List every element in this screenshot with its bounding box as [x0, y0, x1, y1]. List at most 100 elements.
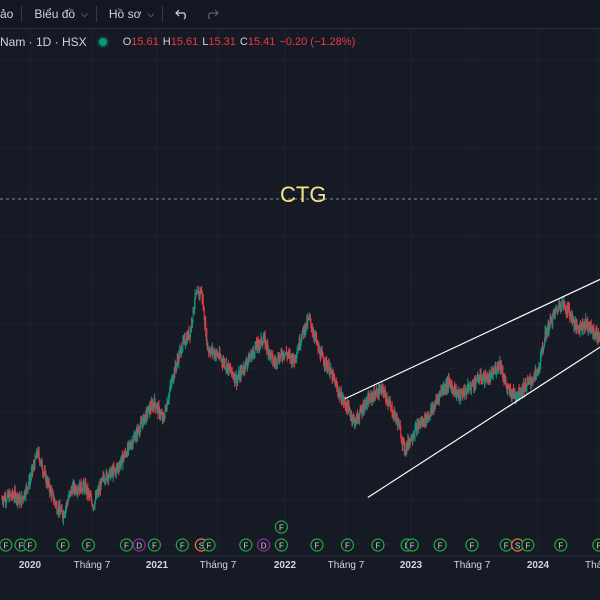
event-badge-f[interactable]: F: [310, 538, 324, 552]
event-badge-f[interactable]: F: [0, 538, 13, 552]
candle-body: [594, 335, 596, 336]
candle-body: [346, 407, 347, 411]
candle-body: [104, 480, 106, 482]
candle-body: [491, 370, 493, 372]
candle-body: [409, 442, 410, 445]
event-badge-f[interactable]: F: [81, 538, 95, 552]
event-badge-f[interactable]: F: [147, 538, 161, 552]
event-badge-f[interactable]: F: [592, 538, 600, 552]
candle-body: [309, 318, 311, 319]
candle-body: [237, 378, 239, 380]
event-badge-f[interactable]: F: [274, 538, 288, 552]
candle-body: [61, 508, 62, 511]
open-value: 15.61: [131, 36, 159, 48]
event-badge-d[interactable]: D: [257, 538, 271, 552]
event-badge-f[interactable]: F: [405, 538, 419, 552]
candle-body: [43, 472, 45, 474]
profile-menu-button[interactable]: Hồ sơ ⌵: [97, 0, 162, 28]
candle-body: [537, 370, 538, 374]
ohlc-legend: Nam · 1D · HSX O 15.61 H 15.61 L 15.31 C 15.…: [0, 34, 355, 50]
event-badge-f[interactable]: F: [433, 538, 447, 552]
candle-body: [23, 492, 25, 499]
candle-body: [81, 489, 83, 491]
candle-body: [204, 321, 206, 326]
event-badge-f[interactable]: F: [521, 538, 535, 552]
candle-body: [338, 393, 340, 395]
candle-body: [384, 389, 386, 393]
candle-body: [554, 312, 556, 317]
candle-body: [126, 454, 127, 456]
event-badge-d[interactable]: D: [132, 538, 146, 552]
candle-body: [90, 496, 92, 498]
candle-body: [40, 462, 42, 464]
candle-body: [188, 330, 189, 339]
event-badge-f[interactable]: F: [400, 538, 414, 552]
candle-body: [522, 386, 524, 394]
event-badge-f[interactable]: F: [239, 538, 253, 552]
event-badge-f[interactable]: F: [465, 538, 479, 552]
candle-body: [17, 498, 19, 500]
candle-body: [354, 418, 356, 426]
event-badge-f[interactable]: F: [175, 538, 189, 552]
event-badge-circle: [194, 538, 208, 552]
candle-body: [345, 406, 347, 408]
candle-body: [142, 423, 144, 427]
candle-body: [214, 352, 216, 357]
candle-body: [308, 315, 310, 319]
symbol-title[interactable]: Nam · 1D · HSX: [0, 35, 87, 49]
candle-body: [137, 428, 139, 431]
candle-body: [473, 383, 474, 388]
candle-body: [169, 390, 171, 394]
event-badge-f[interactable]: F: [14, 538, 28, 552]
candle-body: [444, 386, 445, 391]
candle-body: [163, 420, 165, 421]
chart-menu-button[interactable]: Biểu đồ ⌵: [22, 0, 96, 28]
candle-body: [447, 380, 449, 387]
candle-body: [302, 327, 304, 333]
candle-body: [200, 290, 202, 293]
candle-body: [30, 478, 31, 481]
event-badge-f[interactable]: F: [23, 538, 37, 552]
toolbar-menu-partial[interactable]: ảo: [0, 0, 21, 28]
candle-body: [552, 312, 554, 315]
event-badge-s[interactable]: S: [511, 538, 525, 552]
candle-body: [70, 491, 72, 495]
event-badge-f[interactable]: F: [119, 538, 134, 552]
candle-body: [3, 496, 5, 500]
event-badge-circle: [274, 538, 288, 552]
candle-body: [385, 393, 387, 399]
candle-body: [228, 364, 230, 373]
candle-body: [35, 456, 37, 459]
event-badge-f[interactable]: F: [56, 538, 70, 552]
candle-body: [328, 364, 330, 369]
candle-body: [482, 377, 484, 379]
candle-body: [499, 360, 501, 365]
redo-button[interactable]: [197, 0, 227, 28]
event-badge-f[interactable]: F: [340, 538, 355, 552]
candle-body: [538, 364, 540, 371]
event-badge-f[interactable]: F: [274, 520, 288, 534]
candle-body: [517, 393, 519, 396]
candle-body: [73, 483, 75, 492]
candle-body: [595, 331, 597, 336]
event-badge-s[interactable]: S: [194, 538, 208, 552]
candle-body: [591, 328, 593, 332]
event-badge-f[interactable]: F: [554, 538, 568, 552]
candle-body: [74, 489, 76, 492]
candle-body: [42, 469, 44, 472]
candle-body: [48, 481, 50, 484]
undo-button[interactable]: [163, 0, 197, 28]
event-badge-circle: [592, 538, 600, 552]
candle-body: [114, 468, 116, 471]
candle-body: [513, 388, 515, 395]
event-badge-f[interactable]: F: [202, 538, 216, 552]
candle-body: [553, 312, 555, 314]
candle-body: [561, 300, 563, 304]
candle-body: [420, 420, 422, 424]
event-badge-f[interactable]: F: [499, 538, 513, 552]
candle-body: [161, 413, 163, 415]
candle-body: [202, 299, 204, 308]
event-badge-f[interactable]: F: [371, 538, 385, 552]
candle-body: [93, 506, 94, 508]
